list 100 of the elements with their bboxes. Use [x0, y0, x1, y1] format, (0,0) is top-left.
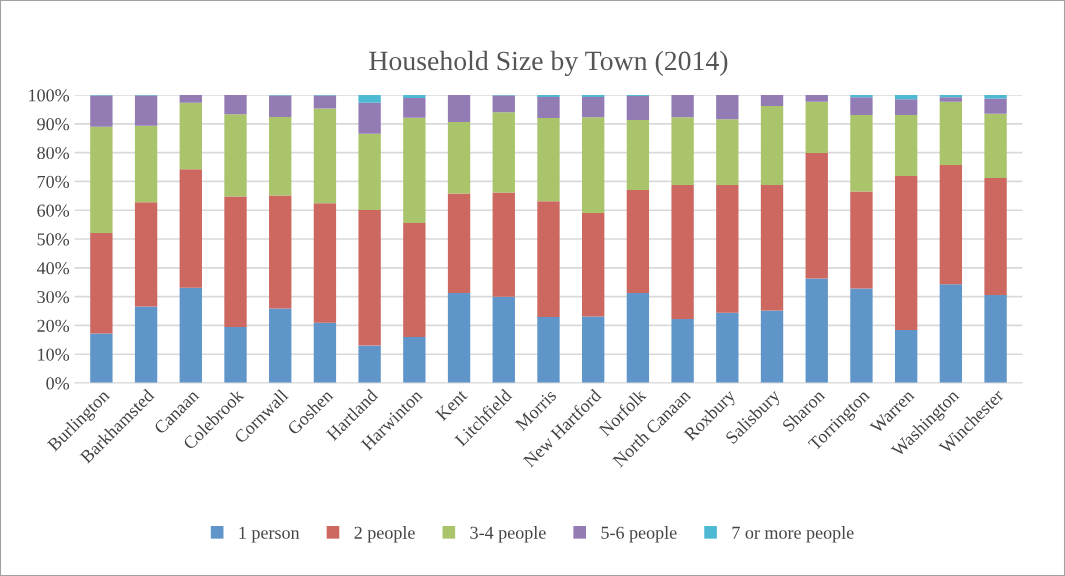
bar	[179, 169, 202, 288]
bar	[90, 232, 113, 334]
legend-label: 1 person	[239, 526, 300, 543]
bar	[447, 95, 471, 123]
bar	[894, 95, 918, 100]
bar	[492, 192, 515, 297]
bar	[134, 95, 158, 126]
bar	[537, 201, 560, 318]
bar	[984, 95, 1007, 99]
bar	[269, 95, 292, 117]
bar	[582, 117, 605, 214]
bar	[626, 292, 650, 384]
y-tick-label: 50%	[37, 233, 70, 246]
bar	[894, 99, 918, 115]
legend-label: 7 or more people	[732, 526, 854, 543]
bar	[224, 196, 247, 327]
bar	[626, 120, 650, 191]
y-tick-label: 90%	[37, 118, 70, 131]
bar	[492, 296, 515, 384]
bar	[939, 101, 963, 166]
bar	[224, 114, 247, 197]
bar	[358, 133, 381, 210]
bar	[403, 117, 426, 223]
bar	[805, 278, 828, 384]
bar	[582, 95, 605, 98]
bar	[403, 95, 426, 98]
bar	[224, 326, 247, 384]
bar	[179, 102, 202, 170]
y-tick-label: 70%	[37, 175, 70, 188]
y-tick-label: 60%	[37, 204, 70, 217]
bar	[805, 95, 828, 102]
bar	[447, 193, 471, 293]
bar	[313, 203, 337, 323]
chart-title: Household Size by Town (2014)	[369, 50, 728, 77]
bar	[269, 308, 292, 384]
bar	[939, 97, 963, 102]
bar	[626, 95, 650, 121]
bar	[447, 122, 471, 194]
bar	[716, 119, 739, 185]
bar	[760, 95, 784, 106]
legend-label: 5-6 people	[601, 526, 677, 543]
bar	[894, 114, 918, 176]
bar	[984, 294, 1007, 384]
bar	[492, 95, 515, 113]
bar	[582, 316, 605, 384]
bar	[671, 95, 694, 118]
bar	[582, 97, 605, 118]
bar	[850, 114, 873, 192]
y-tick-label: 20%	[37, 319, 70, 332]
y-tick-label: 30%	[37, 290, 70, 304]
bar	[313, 108, 337, 204]
bar	[492, 112, 515, 193]
legend-label: 3-4 people	[470, 526, 546, 543]
bar	[134, 306, 158, 384]
bar	[760, 310, 784, 384]
bar	[134, 125, 158, 203]
bar	[626, 190, 650, 293]
bar	[716, 95, 739, 120]
bar	[894, 175, 918, 331]
legend-label: 2 people	[354, 526, 415, 543]
bar	[90, 95, 113, 127]
bar	[939, 284, 963, 384]
y-tick-label: 80%	[37, 146, 70, 160]
y-tick-label: 100%	[29, 89, 70, 102]
bar	[984, 113, 1007, 178]
bar	[805, 101, 828, 153]
y-tick-label: 0%	[46, 377, 70, 390]
bar	[403, 97, 426, 118]
bar	[939, 165, 963, 285]
bar	[850, 191, 873, 289]
bar	[313, 322, 337, 384]
bar	[537, 97, 560, 119]
bar	[671, 117, 694, 185]
bar	[269, 116, 292, 196]
bar	[403, 336, 426, 384]
bar	[358, 345, 381, 384]
bar	[358, 209, 381, 346]
bar	[984, 98, 1007, 114]
bar	[537, 317, 560, 384]
bar	[90, 333, 113, 384]
bar	[671, 319, 694, 384]
bar	[671, 184, 694, 320]
bar	[313, 95, 337, 109]
bar	[850, 288, 873, 384]
bar	[894, 330, 918, 384]
bar	[537, 95, 560, 98]
bar	[716, 184, 739, 313]
bar	[850, 97, 873, 115]
bar	[358, 95, 381, 103]
bar	[447, 292, 471, 384]
bar	[582, 213, 605, 317]
bar	[179, 95, 202, 103]
bar	[90, 126, 113, 233]
bar	[537, 118, 560, 202]
y-tick-label: 10%	[38, 348, 70, 361]
bar	[224, 95, 247, 115]
bar	[358, 102, 381, 134]
y-tick-label: 40%	[36, 262, 70, 275]
bar	[403, 222, 426, 337]
bar	[179, 287, 202, 384]
